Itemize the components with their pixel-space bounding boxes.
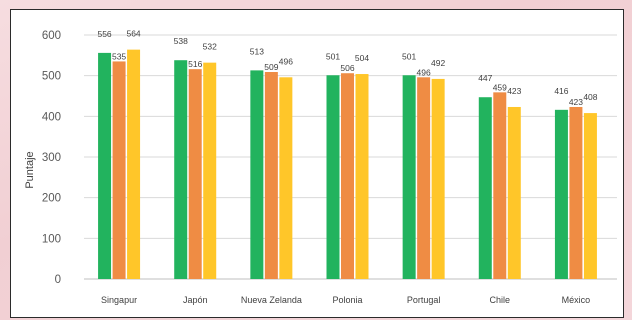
- data-label: 416: [554, 86, 568, 96]
- data-label: 532: [203, 42, 217, 52]
- y-tick-label: 500: [42, 71, 61, 83]
- category-label: México: [562, 295, 591, 305]
- data-label: 516: [188, 59, 202, 69]
- data-label: 564: [126, 29, 140, 39]
- data-label: 501: [326, 51, 340, 61]
- category-label: Polonia: [332, 295, 362, 305]
- bars: [98, 49, 597, 280]
- y-tick-label: 100: [42, 233, 61, 245]
- y-tick-label: 300: [42, 152, 61, 164]
- bar: [341, 73, 354, 279]
- bar: [188, 69, 202, 279]
- bar: [493, 92, 507, 279]
- bar: [112, 61, 126, 279]
- bar: [583, 113, 597, 279]
- data-label: 408: [583, 92, 597, 102]
- bar: [554, 109, 568, 280]
- data-label: 538: [174, 36, 188, 46]
- data-label: 556: [97, 29, 111, 39]
- bar: [417, 77, 431, 279]
- bar: [478, 97, 492, 279]
- y-tick-label: 600: [42, 30, 61, 42]
- bar: [326, 75, 340, 279]
- bar: [279, 77, 293, 279]
- data-label: 496: [279, 56, 293, 66]
- data-label: 447: [478, 73, 492, 83]
- category-label: Portugal: [407, 295, 441, 305]
- data-label: 501: [402, 51, 416, 61]
- y-tick-label: 200: [42, 193, 61, 205]
- data-label: 423: [507, 86, 521, 96]
- y-axis-ticks: 0 100 200 300 400 500 600: [42, 30, 61, 286]
- data-label: 496: [417, 67, 431, 77]
- data-label: 459: [493, 82, 507, 92]
- y-tick-label: 0: [55, 274, 61, 286]
- bar: [402, 75, 416, 279]
- category-label: Chile: [490, 295, 511, 305]
- bar: [431, 78, 445, 279]
- data-label: 504: [355, 53, 369, 63]
- data-label: 506: [340, 63, 354, 73]
- bar: [507, 106, 521, 279]
- bar: [174, 60, 188, 279]
- bar: [98, 52, 112, 279]
- bar: [264, 72, 278, 279]
- bar: [569, 106, 583, 279]
- bar: [203, 62, 217, 279]
- data-label: 513: [250, 46, 264, 56]
- y-axis-label: Puntaje: [24, 151, 36, 188]
- data-label: 492: [431, 58, 445, 68]
- y-tick-label: 400: [42, 111, 61, 123]
- bar: [250, 70, 264, 279]
- category-label: Japón: [183, 295, 208, 305]
- bar: [355, 74, 369, 279]
- data-label: 535: [112, 51, 126, 61]
- chart-frame: [10, 9, 624, 318]
- category-label: Nueva Zelanda: [241, 295, 302, 305]
- x-axis-categories: Singapur Japón Nueva Zelanda Polonia Portuga…: [101, 295, 590, 305]
- bar: [127, 49, 141, 279]
- data-label: 509: [264, 62, 278, 72]
- data-label: 423: [569, 97, 583, 107]
- category-label: Singapur: [101, 295, 137, 305]
